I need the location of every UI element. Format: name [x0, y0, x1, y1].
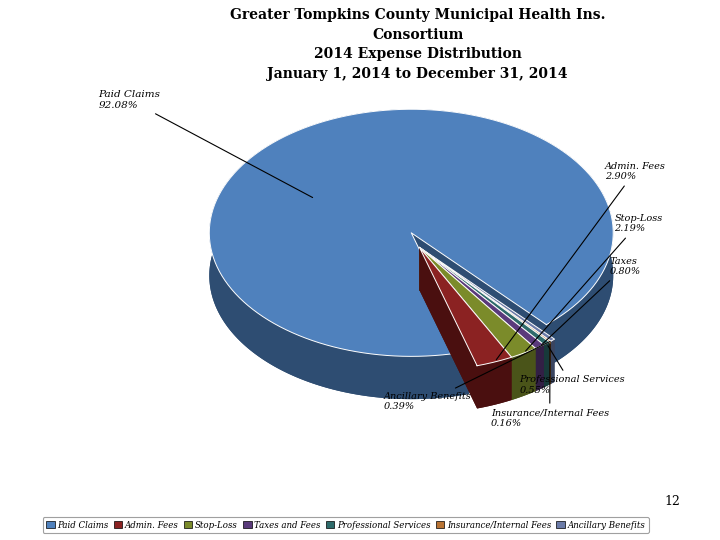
Polygon shape [210, 152, 613, 399]
Polygon shape [411, 233, 546, 367]
Polygon shape [419, 290, 536, 400]
Polygon shape [477, 357, 511, 408]
Text: Professional Services
0.55%: Professional Services 0.55% [519, 346, 625, 395]
Polygon shape [549, 341, 551, 384]
Polygon shape [419, 247, 551, 384]
Text: Insurance/Internal Fees
0.16%: Insurance/Internal Fees 0.16% [491, 345, 609, 428]
Polygon shape [419, 290, 554, 384]
Text: 12: 12 [665, 495, 680, 508]
Polygon shape [419, 247, 551, 342]
Polygon shape [551, 339, 554, 384]
Polygon shape [544, 342, 549, 387]
Polygon shape [536, 345, 544, 391]
Text: Taxes
0.80%: Taxes 0.80% [541, 256, 641, 345]
Polygon shape [419, 247, 551, 384]
Polygon shape [419, 247, 549, 345]
Text: Stop-Loss
2.19%: Stop-Loss 2.19% [526, 214, 662, 351]
Polygon shape [419, 290, 511, 408]
Polygon shape [511, 348, 536, 400]
Polygon shape [419, 247, 549, 384]
Polygon shape [419, 247, 511, 366]
Text: Paid Claims
92.08%: Paid Claims 92.08% [99, 90, 312, 198]
Polygon shape [411, 233, 469, 394]
Polygon shape [419, 290, 544, 391]
Legend: Paid Claims, Admin. Fees, Stop-Loss, Taxes and Fees, Professional Services, Insu: Paid Claims, Admin. Fees, Stop-Loss, Tax… [42, 517, 649, 533]
Polygon shape [419, 247, 477, 408]
Text: Greater Tompkins County Municipal Health Ins.
Consortium
2014 Expense Distributi: Greater Tompkins County Municipal Health… [230, 8, 606, 80]
Polygon shape [419, 247, 544, 387]
Polygon shape [419, 247, 536, 391]
Polygon shape [419, 247, 554, 382]
Polygon shape [419, 247, 544, 348]
Polygon shape [210, 109, 613, 356]
Text: Ancillary Benefits
0.39%: Ancillary Benefits 0.39% [384, 341, 550, 411]
Text: Admin. Fees
2.90%: Admin. Fees 2.90% [496, 161, 665, 360]
Polygon shape [419, 247, 511, 400]
Polygon shape [419, 247, 544, 387]
Polygon shape [210, 109, 613, 399]
Polygon shape [419, 247, 536, 391]
Polygon shape [419, 247, 536, 357]
Polygon shape [419, 247, 511, 400]
Polygon shape [419, 290, 549, 387]
Polygon shape [419, 290, 551, 384]
Polygon shape [419, 247, 554, 341]
Polygon shape [419, 247, 549, 384]
